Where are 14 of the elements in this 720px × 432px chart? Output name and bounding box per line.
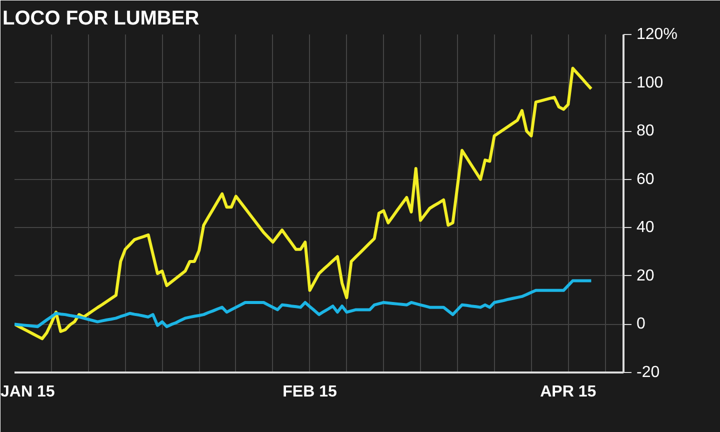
y-tick-label: 0 — [636, 316, 646, 333]
y-tick-label: 60 — [636, 170, 654, 188]
x-tick-label: JAN 15 — [0, 384, 55, 400]
line-series — [14, 66, 593, 340]
x-tick-label: APR 15 — [540, 384, 596, 400]
y-tick-label: 40 — [636, 219, 654, 236]
y-tick-label: 20 — [636, 267, 654, 284]
y-tick-label: -20 — [636, 364, 660, 381]
y-tick-label: 100 — [636, 74, 664, 92]
line-series — [14, 279, 593, 328]
y-tick-label: 80 — [636, 122, 654, 140]
x-tick-label: FEB 15 — [282, 384, 337, 400]
y-tick-label: 120% — [636, 26, 678, 43]
chart-title: LOCO FOR LUMBER — [2, 8, 200, 30]
